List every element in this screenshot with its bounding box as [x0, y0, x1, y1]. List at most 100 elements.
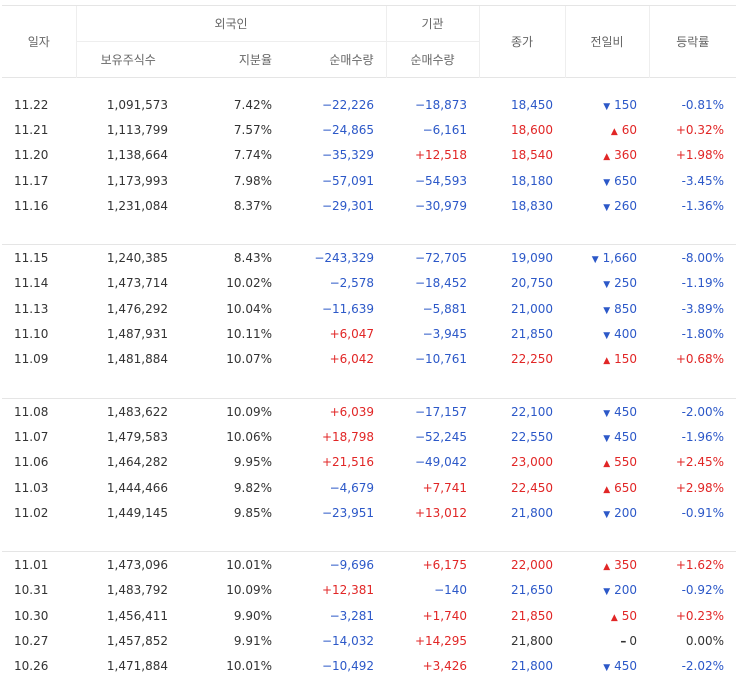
down-triangle-icon: ▼: [603, 101, 611, 112]
down-triangle-icon: ▼: [603, 280, 611, 291]
cell-share-ratio: 8.37%: [233, 198, 272, 213]
change-value: 260: [614, 198, 638, 213]
cell-holdings: 1,473,096: [106, 558, 168, 573]
cell-share-ratio: 7.42%: [233, 97, 272, 112]
cell-inst-net-buy: −49,042: [414, 455, 468, 470]
cell-rate: +0.68%: [675, 352, 725, 367]
down-triangle-icon: ▼: [603, 663, 611, 674]
header-foreign-net-buy: 순매수량: [284, 41, 387, 78]
cell-date: 11.09: [14, 352, 49, 367]
cell-foreign-net-buy: −4,679: [329, 480, 375, 495]
cell-change: ▼ 850: [565, 296, 649, 321]
change-value: 450: [614, 659, 638, 674]
cell-close: 18,600: [511, 122, 554, 137]
cell-holdings: 1,483,792: [106, 583, 168, 598]
down-triangle-icon: ▼: [603, 408, 611, 419]
cell-close: 18,830: [511, 198, 554, 213]
table-body: 11.22 1,091,573 7.42% −22,226 −18,873 18,450 ▼…: [2, 78, 737, 679]
change-value: 350: [614, 558, 638, 573]
investor-trading-table: 일자 외국인 기관 종가 전일비 등락률 보유주식수 지분율 순매수량 순매수량…: [2, 5, 737, 679]
down-triangle-icon: ▼: [603, 433, 611, 444]
cell-inst-net-buy: −54,593: [414, 173, 468, 188]
change-value: 150: [614, 352, 638, 367]
cell-inst-net-buy: +1,740: [422, 608, 468, 623]
table-row: 11.21 1,113,799 7.57% −24,865 −6,161 18,600 ▲ 6…: [2, 117, 736, 142]
cell-holdings: 1,138,664: [106, 148, 168, 163]
cell-close: 21,800: [511, 659, 554, 674]
cell-date: 11.17: [14, 173, 49, 188]
cell-inst-net-buy: +14,295: [414, 633, 468, 648]
cell-close: 19,090: [511, 251, 554, 266]
cell-share-ratio: 9.95%: [233, 455, 272, 470]
cell-date: 11.08: [14, 404, 49, 419]
table-row: 11.07 1,479,583 10.06% +18,798 −52,245 22,550…: [2, 424, 736, 449]
change-value: 450: [614, 404, 638, 419]
cell-foreign-net-buy: +18,798: [321, 429, 375, 444]
flat-dash-icon: –: [620, 633, 627, 648]
header-holdings: 보유주식수: [75, 41, 180, 78]
cell-holdings: 1,487,931: [106, 327, 168, 342]
cell-close: 21,650: [511, 583, 554, 598]
cell-holdings: 1,473,714: [106, 276, 168, 291]
cell-foreign-net-buy: −2,578: [329, 276, 375, 291]
cell-share-ratio: 10.11%: [226, 327, 272, 342]
cell-date: 11.14: [14, 276, 49, 291]
cell-share-ratio: 10.02%: [226, 276, 272, 291]
cell-inst-net-buy: −10,761: [414, 352, 468, 367]
cell-share-ratio: 10.09%: [226, 404, 272, 419]
cell-foreign-net-buy: −10,492: [321, 659, 375, 674]
cell-foreign-net-buy: −23,951: [321, 505, 375, 520]
cell-holdings: 1,464,282: [106, 455, 168, 470]
change-value: 550: [614, 455, 638, 470]
cell-holdings: 1,476,292: [106, 301, 168, 316]
cell-close: 21,800: [511, 633, 554, 648]
down-triangle-icon: ▼: [603, 202, 611, 213]
cell-holdings: 1,173,993: [106, 173, 168, 188]
table-row: 10.26 1,471,884 10.01% −10,492 +3,426 21,800 ▼…: [2, 654, 736, 679]
header-change: 전일비: [564, 5, 650, 78]
table-row: 11.16 1,231,084 8.37% −29,301 −30,979 18,830 ▼…: [2, 193, 736, 218]
cell-close: 21,800: [511, 505, 554, 520]
cell-close: 18,540: [511, 148, 554, 163]
down-triangle-icon: ▼: [603, 177, 611, 188]
change-value: 360: [614, 148, 638, 163]
cell-rate: -3.89%: [681, 301, 725, 316]
cell-date: 10.31: [14, 583, 49, 598]
cell-inst-net-buy: −6,161: [422, 122, 468, 137]
cell-inst-net-buy: +13,012: [414, 505, 468, 520]
header-institution: 기관: [385, 5, 480, 42]
cell-change: ▼ 450: [565, 398, 649, 424]
cell-foreign-net-buy: −22,226: [321, 97, 375, 112]
cell-foreign-net-buy: −29,301: [321, 198, 375, 213]
cell-change: ▲ 50: [565, 603, 649, 628]
table-row: 11.09 1,481,884 10.07% +6,042 −10,761 22,250 ▲…: [2, 347, 736, 372]
cell-close: 21,850: [511, 608, 554, 623]
cell-close: 18,180: [511, 173, 554, 188]
cell-rate: -1.80%: [681, 327, 725, 342]
down-triangle-icon: ▼: [603, 305, 611, 316]
table-row: 11.01 1,473,096 10.01% −9,696 +6,175 22,000 ▲ 3…: [2, 552, 736, 578]
table-row: 11.13 1,476,292 10.04% −11,639 −5,881 21,000 ▼…: [2, 296, 736, 321]
header-date: 일자: [2, 5, 76, 78]
cell-foreign-net-buy: −243,329: [314, 251, 375, 266]
cell-change: ▼ 250: [565, 271, 649, 296]
cell-inst-net-buy: −18,452: [414, 276, 468, 291]
cell-foreign-net-buy: −9,696: [329, 558, 375, 573]
cell-foreign-net-buy: −3,281: [329, 608, 375, 623]
cell-inst-net-buy: +3,426: [422, 659, 468, 674]
cell-share-ratio: 9.85%: [233, 505, 272, 520]
table-row: 10.27 1,457,852 9.91% −14,032 +14,295 21,800–…: [2, 628, 736, 653]
cell-change: ▲ 360: [565, 143, 649, 168]
cell-date: 11.15: [14, 251, 49, 266]
cell-inst-net-buy: −18,873: [414, 97, 468, 112]
cell-change: ▲ 550: [565, 450, 649, 475]
cell-foreign-net-buy: −35,329: [321, 148, 375, 163]
cell-share-ratio: 10.04%: [226, 301, 272, 316]
table-row: 11.03 1,444,466 9.82% −4,679 +7,741 22,450 ▲ 65…: [2, 475, 736, 500]
cell-rate: -0.81%: [681, 97, 725, 112]
group-separator: [2, 371, 737, 399]
cell-foreign-net-buy: +21,516: [321, 455, 375, 470]
cell-change: ▼ 450: [565, 424, 649, 449]
cell-holdings: 1,456,411: [106, 608, 168, 623]
table-row: 11.14 1,473,714 10.02% −2,578 −18,452 20,750 ▼…: [2, 271, 736, 296]
